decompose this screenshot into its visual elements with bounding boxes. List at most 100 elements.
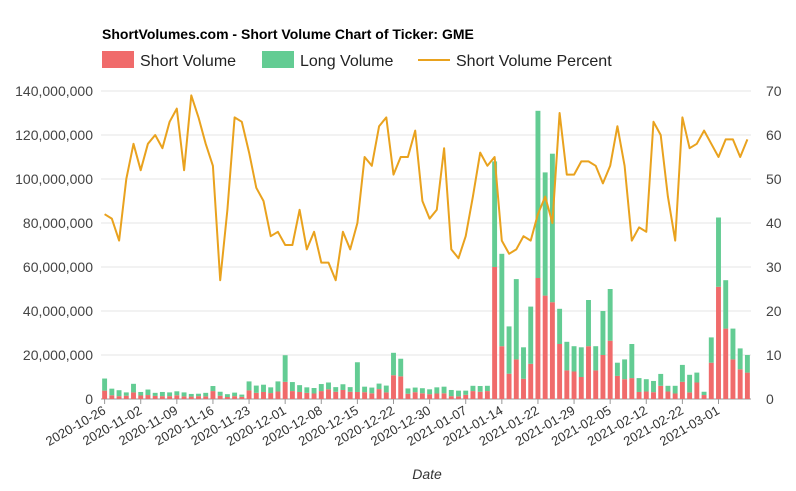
bar-long-volume — [210, 386, 216, 392]
bar-long-volume — [694, 372, 700, 383]
bar-long-volume — [687, 374, 693, 393]
bar-long-volume — [275, 381, 281, 392]
bar-short-volume — [434, 393, 440, 399]
bar-short-volume — [203, 396, 209, 399]
bar-short-volume — [614, 375, 620, 399]
bar-long-volume — [362, 386, 368, 393]
bar-long-volume — [102, 378, 108, 391]
y2-tick-label: 70 — [766, 83, 782, 99]
x-axis: 2020-10-262020-11-022020-11-092020-11-16… — [43, 399, 722, 449]
bar-long-volume — [521, 347, 526, 379]
bar-short-volume — [672, 393, 678, 399]
bar-short-volume — [326, 389, 331, 399]
y-tick-label: 40,000,000 — [23, 303, 93, 319]
bar-short-volume — [405, 393, 411, 399]
bar-short-volume — [593, 370, 599, 399]
bar-short-volume — [210, 391, 216, 399]
bar-short-volume — [318, 391, 324, 399]
bar-short-volume — [607, 340, 613, 399]
bar-long-volume — [326, 382, 331, 390]
bar-short-volume — [333, 391, 339, 399]
bar-long-volume — [600, 311, 606, 355]
bar-long-volume — [123, 392, 129, 396]
bar-short-volume — [427, 394, 433, 399]
bar-long-volume — [564, 341, 570, 371]
bar-short-volume — [636, 391, 642, 399]
bar-short-volume — [744, 372, 750, 399]
bar-long-volume — [701, 391, 707, 396]
bar-long-volume — [419, 388, 425, 394]
bar-short-volume — [542, 295, 548, 399]
bar-long-volume — [557, 308, 563, 344]
bar-short-volume — [246, 390, 252, 399]
bar-short-volume — [131, 392, 136, 399]
bar-short-volume — [383, 392, 389, 399]
bar-long-volume — [232, 392, 238, 397]
bar-short-volume — [564, 370, 570, 399]
bar-short-volume — [340, 389, 346, 399]
bar-short-volume — [196, 396, 201, 399]
y2-tick-label: 50 — [766, 171, 782, 187]
bar-long-volume — [679, 364, 685, 382]
bar-short-volume — [311, 393, 317, 399]
bar-long-volume — [347, 387, 353, 392]
bar-short-volume — [557, 344, 563, 399]
bar-long-volume — [542, 172, 548, 296]
bar-short-volume — [651, 392, 656, 399]
bar-long-volume — [152, 392, 158, 396]
bar-short-volume — [513, 359, 519, 399]
bar-long-volume — [116, 390, 122, 397]
legend[interactable]: Short Volume Long Volume Short Volume Pe… — [102, 51, 612, 70]
bar-short-volume — [304, 392, 310, 399]
bar-long-volume — [665, 385, 671, 392]
bar-short-volume — [578, 377, 584, 399]
bar-short-volume — [116, 396, 122, 399]
bar-short-volume — [571, 371, 577, 399]
legend-label-long-volume: Long Volume — [300, 53, 394, 70]
bar-short-volume — [217, 395, 223, 399]
bar-long-volume — [138, 391, 144, 396]
bar-long-volume — [737, 348, 743, 370]
bar-long-volume — [463, 390, 469, 395]
bar-short-volume — [174, 395, 180, 399]
bar-short-volume — [629, 378, 635, 399]
bar-short-volume — [484, 391, 490, 399]
bar-short-volume — [102, 390, 108, 399]
bar-long-volume — [318, 384, 324, 392]
bar-long-volume — [239, 394, 245, 397]
bar-short-volume — [643, 391, 649, 399]
bar-short-volume — [658, 385, 664, 399]
bar-long-volume — [643, 379, 649, 392]
bar-long-volume — [246, 381, 252, 391]
bar-long-volume — [506, 326, 512, 374]
bar-short-volume — [412, 392, 418, 399]
line-short-percent — [104, 94, 749, 282]
bar-long-volume — [224, 394, 230, 398]
bar-short-volume — [347, 391, 353, 399]
bar-long-volume — [441, 386, 447, 394]
chart-title: ShortVolumes.com - Short Volume Chart of… — [102, 26, 474, 42]
bar-long-volume — [391, 352, 396, 376]
bar-long-volume — [174, 391, 180, 396]
bar-long-volume — [311, 388, 317, 394]
bar-long-volume — [658, 373, 664, 386]
bar-long-volume — [167, 392, 173, 397]
percent-line — [104, 94, 749, 282]
bar-long-volume — [340, 384, 346, 390]
bar-short-volume — [679, 381, 685, 399]
bar-long-volume — [470, 385, 476, 392]
bar-long-volume — [427, 389, 433, 395]
y-tick-label: 0 — [85, 391, 93, 407]
bar-long-volume — [571, 346, 577, 372]
bar-short-volume — [716, 286, 721, 399]
bar-short-volume — [159, 396, 165, 399]
bar-long-volume — [578, 347, 584, 377]
bar-long-volume — [159, 391, 165, 397]
bar-long-volume — [456, 390, 461, 397]
bar-long-volume — [253, 385, 259, 393]
bar-short-volume — [261, 391, 266, 399]
bar-short-volume — [282, 381, 288, 399]
bar-long-volume — [145, 389, 151, 396]
bar-long-volume — [109, 388, 115, 396]
